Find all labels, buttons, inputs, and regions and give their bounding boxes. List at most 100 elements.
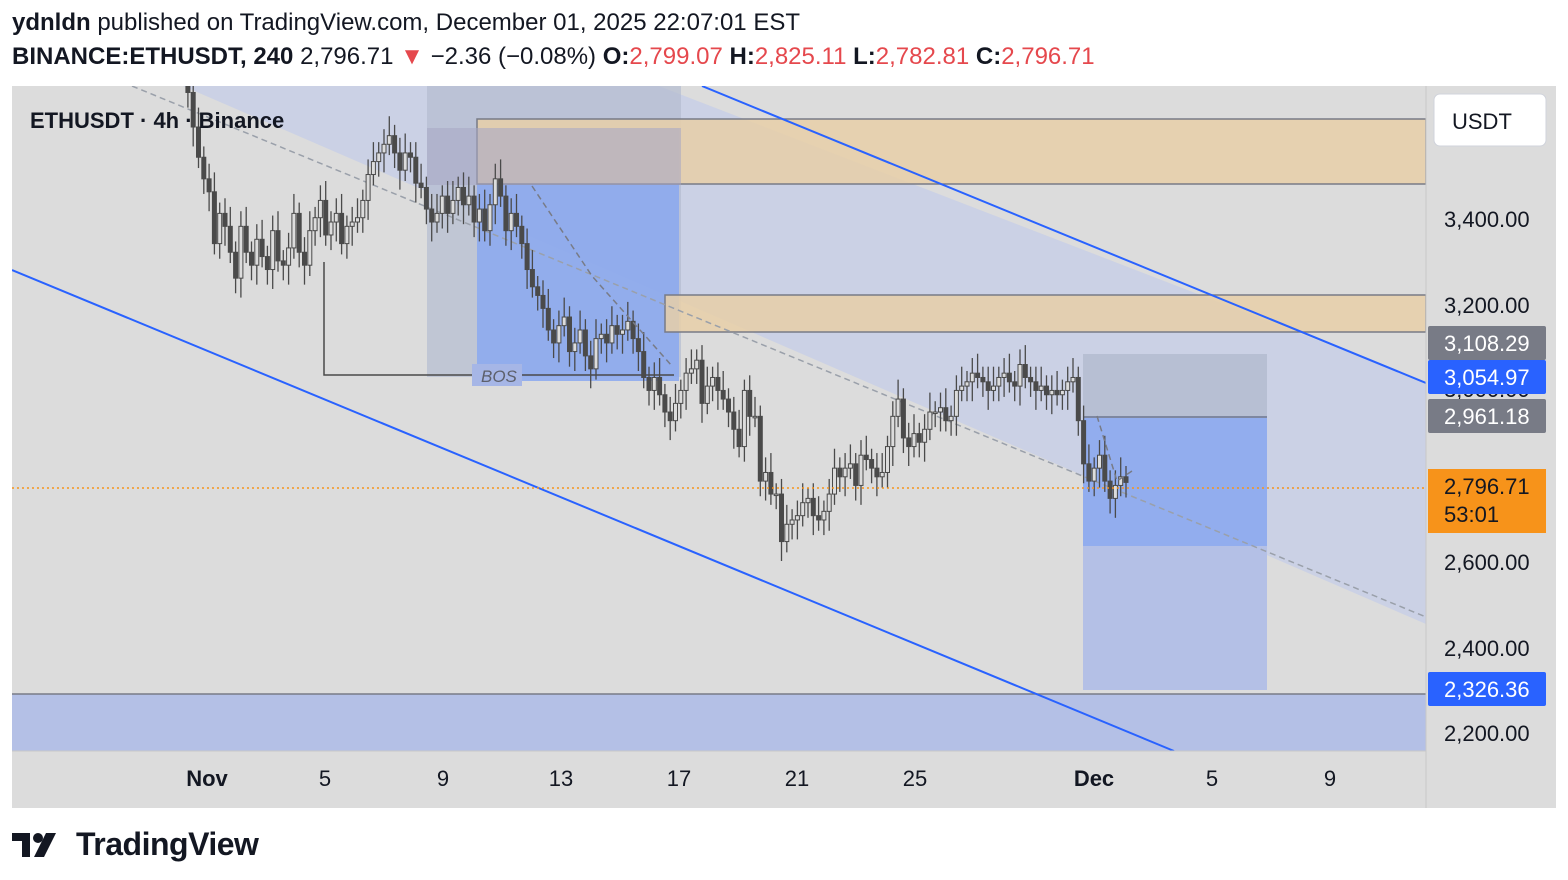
candle-body bbox=[699, 359, 705, 404]
candle-body bbox=[1006, 372, 1012, 383]
candle-body bbox=[567, 316, 572, 353]
low-value: 2,782.81 bbox=[875, 43, 970, 70]
candle-body bbox=[227, 225, 233, 253]
price-label-bg bbox=[1428, 360, 1546, 394]
candle-body bbox=[524, 243, 530, 271]
candle-body bbox=[620, 329, 625, 335]
price-tick-label: 3,200.00 bbox=[1444, 293, 1530, 318]
low-label: L: bbox=[853, 43, 876, 70]
candle-body bbox=[423, 186, 429, 210]
candle-body bbox=[238, 225, 244, 279]
candle-body bbox=[614, 325, 620, 335]
candle-body bbox=[673, 402, 678, 422]
author-name[interactable]: ydnldn bbox=[12, 9, 91, 36]
channel-upper-line[interactable] bbox=[701, 85, 1427, 384]
candle-body bbox=[370, 161, 376, 176]
supply-zone-2[interactable] bbox=[665, 295, 1426, 332]
candle-body bbox=[688, 368, 694, 374]
candle-body bbox=[842, 467, 848, 478]
candle-body bbox=[657, 376, 663, 396]
bos-label-bg bbox=[472, 364, 522, 386]
chart-container[interactable]: BOS ETHUSDT · 4h · Binance 3,400.00 3,200… bbox=[11, 0, 1556, 808]
candle-body bbox=[1022, 364, 1028, 378]
candle-body bbox=[1038, 385, 1044, 391]
candle-body bbox=[355, 217, 360, 223]
candle-body bbox=[445, 195, 451, 214]
time-axis[interactable] bbox=[12, 751, 1556, 808]
candle-body bbox=[630, 320, 636, 340]
candle-body bbox=[386, 135, 392, 145]
price-change: −2.36 (−0.08%) bbox=[430, 43, 597, 70]
price-label: 2,961.18 bbox=[1444, 404, 1530, 429]
candle-body bbox=[333, 212, 339, 223]
candle-body bbox=[275, 230, 281, 262]
candle-body bbox=[217, 212, 223, 245]
candle-body bbox=[455, 186, 461, 201]
candle-body bbox=[551, 329, 557, 344]
time-tick-label: 5 bbox=[319, 766, 331, 791]
candle-body bbox=[323, 199, 329, 236]
candle-body bbox=[832, 467, 837, 495]
candle-body bbox=[264, 256, 270, 271]
position-active-zone bbox=[1083, 416, 1267, 546]
candle-body bbox=[392, 135, 398, 154]
candle-body bbox=[927, 411, 933, 430]
ohlc-bar: BINANCE:ETHUSDT, 240 2,796.71 ▼ −2.36 (−… bbox=[12, 43, 1095, 71]
candle-body bbox=[1091, 467, 1097, 482]
candle-body bbox=[736, 428, 742, 448]
chart-title: ETHUSDT · 4h · Binance bbox=[30, 108, 284, 133]
candle-body bbox=[837, 467, 843, 478]
candle-body bbox=[201, 156, 207, 180]
candle-body bbox=[503, 195, 509, 232]
candle-body bbox=[190, 91, 196, 128]
candle-body bbox=[704, 385, 710, 404]
time-tick-label: 25 bbox=[903, 766, 927, 791]
candle-body bbox=[948, 415, 954, 422]
price-labels: 3,108.29 3,054.97 2,961.18 2,326.36 bbox=[1428, 326, 1546, 706]
candle-body bbox=[1070, 376, 1076, 383]
candle-body bbox=[943, 407, 949, 422]
candle-body bbox=[222, 212, 228, 227]
candle-body bbox=[964, 381, 970, 387]
candle-body bbox=[773, 493, 779, 497]
candle-body bbox=[296, 212, 302, 253]
candle-body bbox=[959, 385, 965, 391]
price-chart[interactable]: BOS ETHUSDT · 4h · Binance 3,400.00 3,200… bbox=[11, 0, 1556, 808]
price-tick-label: 3,400.00 bbox=[1444, 207, 1530, 232]
candle-body bbox=[906, 437, 912, 448]
candle-body bbox=[731, 411, 737, 430]
close-label: C: bbox=[975, 43, 1002, 70]
candle-body bbox=[715, 376, 721, 391]
candle-body bbox=[545, 307, 551, 331]
candle-body bbox=[1049, 389, 1055, 396]
candle-body bbox=[402, 152, 408, 171]
candle-body bbox=[662, 394, 668, 413]
time-tick-label: 21 bbox=[785, 766, 809, 791]
candle-body bbox=[816, 515, 822, 521]
candle-body bbox=[779, 493, 784, 543]
candle-body bbox=[985, 381, 991, 391]
candles bbox=[169, 8, 1129, 561]
time-tick-label: 9 bbox=[437, 766, 449, 791]
candle-body bbox=[879, 471, 885, 478]
candle-body bbox=[1059, 389, 1065, 396]
candle-body bbox=[932, 411, 938, 415]
candle-body bbox=[938, 407, 943, 413]
currency-button[interactable] bbox=[1433, 93, 1547, 147]
candle-body bbox=[508, 212, 514, 232]
candle-body bbox=[720, 389, 726, 400]
candle-body bbox=[1097, 454, 1102, 469]
candle-body bbox=[726, 398, 731, 413]
candle-body bbox=[476, 208, 482, 223]
candle-body bbox=[397, 152, 403, 171]
candle-body bbox=[911, 433, 917, 448]
tradingview-logo[interactable]: TradingView bbox=[12, 826, 259, 862]
candle-body bbox=[498, 178, 504, 197]
channel-lower-line[interactable] bbox=[11, 269, 1175, 752]
candle-body bbox=[646, 376, 652, 391]
candle-body bbox=[826, 493, 832, 512]
currency-button-label[interactable]: USDT bbox=[1452, 109, 1512, 134]
candle-body bbox=[980, 376, 986, 383]
candle-body bbox=[360, 199, 366, 219]
demand-zone[interactable] bbox=[12, 694, 1426, 751]
